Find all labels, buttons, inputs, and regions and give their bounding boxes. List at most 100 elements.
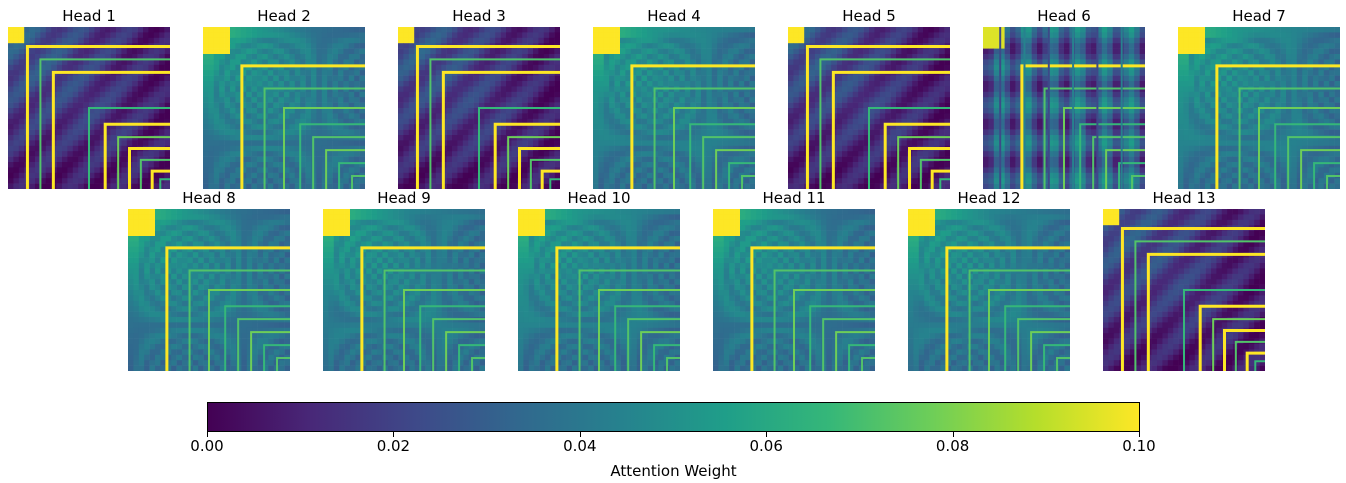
heatmap-cell [230,151,236,157]
heatmap-cell [56,178,63,184]
heatmap-cell [110,156,117,163]
heatmap-cell [603,64,610,71]
heatmap-cell [230,43,236,49]
heatmap-cell [8,48,14,55]
heatmap-cell [327,113,333,120]
heatmap-cell [495,102,501,109]
heatmap-cell [208,113,215,120]
heatmap-cell [641,108,648,114]
heatmap-cell [251,59,258,66]
heatmap-cell [522,129,528,136]
heatmap-cell [533,140,539,147]
heatmap-cell [506,75,512,82]
heatmap-cell [203,113,209,120]
heatmap-cell [863,75,870,82]
heatmap-cell [1123,81,1130,87]
heatmap-cell [153,27,160,33]
heatmap-cell [305,102,312,109]
heatmap-cell [462,145,469,152]
heatmap-cell [1101,43,1108,49]
heatmap-cell [711,37,718,44]
structure-line [728,162,755,189]
heatmap-cell [636,64,642,71]
structure-line [939,178,950,189]
heatmap-cell [928,37,935,44]
heatmap-cell [164,118,170,125]
heatmap-cell [338,64,344,71]
heatmap-cell [408,97,415,103]
heatmap-cell [419,124,426,130]
heatmap-cell [45,81,52,87]
heatmap-cell [452,48,458,55]
heatmap-cell [446,178,453,184]
heatmap-cell [788,162,794,168]
heatmap-cell [354,48,360,55]
heatmap-cell [939,64,945,71]
heatmap-cell [94,37,101,44]
heatmap-cell [208,43,215,49]
heatmap-cell [500,27,507,33]
heatmap-cell [825,81,832,87]
heatmap-cell [793,145,800,152]
heatmap-cell [825,75,832,82]
heatmap-cell [749,167,755,174]
heatmap-cell [917,151,924,157]
heatmap-cell [462,64,469,71]
heatmap-cell [1010,86,1016,93]
heatmap-cell [240,54,247,60]
heatmap-cell [132,102,138,109]
heatmap-cell [549,27,555,33]
heatmap-cell [224,183,231,189]
heatmap-cell [717,48,723,55]
heatmap-cell [273,32,279,39]
heatmap-cell [468,178,474,184]
heatmap-cell [717,162,723,168]
heatmap-cell [847,129,854,136]
heatmap-cell [869,102,875,109]
heatmap-cell [78,145,84,152]
heatmap-cell [164,124,170,130]
heatmap-cell [999,43,1005,49]
heatmap-cell [294,43,301,49]
heatmap-cell [110,151,117,157]
heatmap-cell [630,124,637,130]
heatmap-cell [321,97,328,103]
heatmap-cell [143,162,149,168]
heatmap-cell [1042,27,1049,33]
heatmap-cell [874,167,881,174]
heatmap-cell [213,140,220,147]
heatmap-cell [1047,43,1054,49]
heatmap-cell [143,59,149,66]
heatmap-cell [83,108,90,114]
heatmap-cell [446,140,453,147]
heatmap-cell [289,178,296,184]
heatmap-cell [869,108,875,114]
heatmap-cell [72,156,79,163]
heatmap-cell [733,102,740,109]
heatmap-cell [1015,86,1022,93]
heatmap-cell [354,129,360,136]
heatmap-cell [62,183,68,189]
heatmap-cell [820,129,827,136]
heatmap-cell [18,162,25,168]
heatmap-cell [246,183,252,189]
heatmap-cell [815,37,821,44]
heatmap-cell [869,156,875,163]
heatmap-cell [788,70,794,76]
heatmap-cell [257,124,263,130]
heatmap-cell [35,140,41,147]
heatmap-cell [425,59,431,66]
heatmap-cell [132,113,138,120]
heatmap-cell [836,59,843,66]
heatmap-cell [257,97,263,103]
heatmap-cell [132,124,138,130]
heatmap-cell [473,135,480,141]
heatmap-cell [641,102,648,109]
heatmap-cell [636,54,642,60]
heatmap-cell [8,59,14,66]
heatmap-cell [944,64,950,71]
heatmap-cell [403,113,410,120]
heatmap-cell [749,54,755,60]
heatmap-cell [717,37,723,44]
heatmap-cell [94,113,101,120]
